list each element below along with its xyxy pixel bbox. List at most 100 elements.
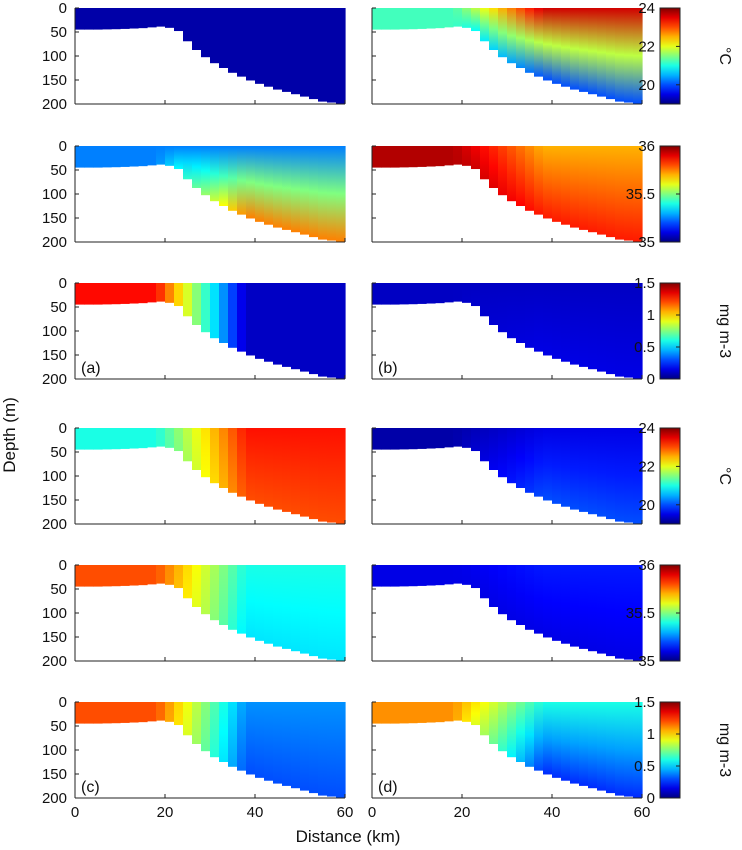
section-strip [615, 8, 625, 102]
section-strip [93, 565, 103, 587]
section-strip [210, 428, 220, 484]
section-strip [246, 283, 256, 356]
y-tick-label: 100 [42, 186, 67, 203]
section-strip [84, 146, 94, 168]
section-strip [390, 283, 400, 305]
x-axis-label: Distance (km) [296, 827, 401, 846]
section-strip [273, 8, 283, 90]
section-strip [165, 8, 175, 28]
section-strip [615, 283, 625, 377]
y-axis-label: Depth (m) [0, 397, 19, 473]
colorbar-tick-label: 1.5 [634, 275, 655, 292]
section-strip [84, 428, 94, 450]
colorbar-6: 1.5 1 0.5 0 mg m-3 [634, 694, 733, 807]
panel-1: 0 50 100 150 200 [42, 0, 346, 113]
section-strip [471, 8, 481, 32]
x-tick-label: 40 [247, 804, 264, 821]
colorbar-tick-label: 1 [647, 307, 655, 324]
section-strip [246, 428, 256, 501]
section-strip [336, 428, 346, 524]
section-strip [579, 565, 589, 649]
section-strip [237, 565, 247, 634]
section-strip [552, 428, 562, 504]
section-strip [282, 565, 292, 649]
section-strip [309, 146, 319, 238]
section-strip [525, 565, 535, 630]
section-strip [264, 283, 274, 362]
section-strip [525, 8, 535, 73]
section-strip [237, 702, 247, 771]
colorbar-tick-label: 22 [638, 458, 655, 475]
colorbar-tick-label: 22 [638, 38, 655, 55]
section-strip [210, 8, 220, 64]
section-strip [390, 702, 400, 724]
section-strip [462, 146, 472, 166]
section-strip [147, 565, 157, 585]
section-strip [255, 8, 265, 84]
section-strip [129, 565, 139, 586]
section-strip [597, 565, 607, 654]
section-strip [327, 428, 337, 523]
section-strip [498, 8, 508, 58]
section-strip [210, 283, 220, 339]
section-strip [300, 283, 310, 372]
section-strip [480, 283, 490, 317]
section-strip [129, 702, 139, 723]
section-strip [471, 428, 481, 452]
section-strip [228, 8, 238, 73]
section-strip [210, 702, 220, 758]
colorbar-gradient [659, 7, 681, 105]
section-strip [534, 146, 544, 215]
section-strip [453, 8, 463, 27]
section-strip [156, 146, 166, 165]
section-strip [453, 428, 463, 447]
section-strip [399, 146, 409, 168]
section-strip [480, 8, 490, 42]
section-strip [399, 283, 409, 305]
section-strip [318, 8, 328, 102]
section-strip [507, 428, 517, 484]
section-strip [111, 283, 121, 305]
section-strip [219, 428, 229, 488]
y-tick-label: 200 [42, 653, 67, 670]
section-strip [201, 8, 211, 58]
section-strip [156, 8, 166, 27]
section-strip [381, 8, 391, 30]
section-strip [327, 8, 337, 103]
section-strip [192, 702, 202, 744]
section-strip [498, 702, 508, 752]
section-strip [237, 428, 247, 497]
section-strip [633, 428, 643, 524]
section-strip [111, 702, 121, 724]
section-strip [426, 8, 436, 29]
section-strip [300, 702, 310, 791]
section-strip [102, 702, 112, 724]
section-strip [228, 283, 238, 348]
section-strip [444, 146, 454, 166]
y-tick-label: 200 [42, 96, 67, 113]
y-tick-label: 150 [42, 210, 67, 227]
colorbar-tick-label: 36 [638, 557, 655, 574]
section-strip [561, 565, 571, 644]
section-strip [516, 8, 526, 68]
section-strip [606, 702, 616, 794]
section-strip [543, 428, 553, 501]
panel-12: 0 20 40 60 (d) [368, 701, 650, 821]
section-strip [426, 146, 436, 167]
section-strip [255, 565, 265, 641]
section-strip [282, 146, 292, 230]
section-strip [129, 283, 139, 304]
section-strip [147, 702, 157, 722]
section-strip [498, 428, 508, 478]
section-strip [138, 283, 148, 304]
section-strip [228, 428, 238, 493]
section-strip [381, 283, 391, 305]
section-strip [129, 146, 139, 167]
section-strip [453, 565, 463, 584]
section-strip [408, 428, 418, 450]
section-strip [156, 283, 166, 302]
section-strip [147, 8, 157, 28]
section-strip [399, 565, 409, 587]
section-strip [543, 283, 553, 356]
